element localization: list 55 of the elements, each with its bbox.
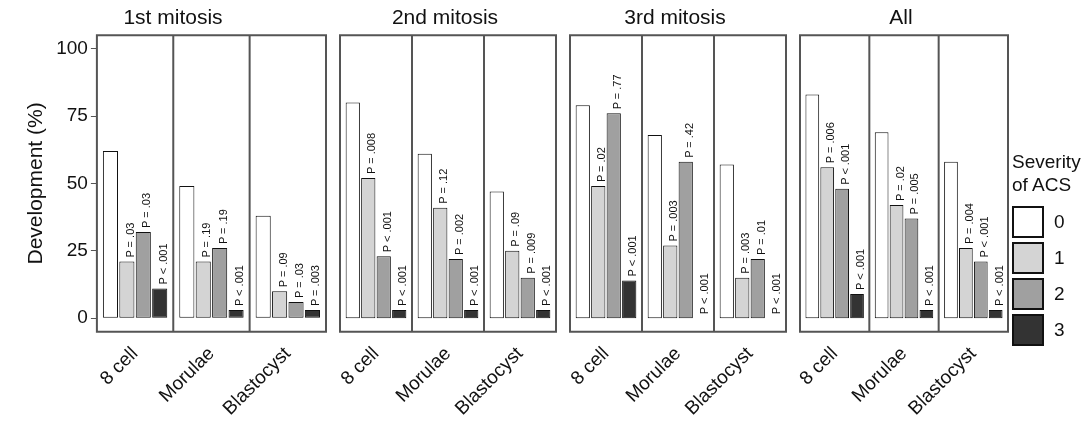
annotation: P < .001 xyxy=(770,273,783,315)
annotation: P < .001 xyxy=(540,265,553,307)
annotation: P = .003 xyxy=(667,200,680,242)
annotation: P = .003 xyxy=(739,232,752,274)
annotation: P = .03 xyxy=(123,222,136,258)
x-tick-label: 8 cell xyxy=(794,342,842,389)
annotation: P < .001 xyxy=(233,265,246,307)
annotation: P = .01 xyxy=(754,219,767,255)
y-tick-label: 75 xyxy=(66,104,88,126)
annotation: P = .002 xyxy=(452,213,465,255)
text: 0 xyxy=(1054,211,1065,233)
legend-label: 3 xyxy=(1054,319,1065,341)
chart-title: 1st mitosis xyxy=(123,5,223,29)
x-tick-label: 8 cell xyxy=(95,342,142,389)
annotation: P < .001 xyxy=(698,273,711,315)
annotation: P = .42 xyxy=(682,122,695,158)
annotation: P < .001 xyxy=(992,265,1005,307)
y-tick-label: 50 xyxy=(66,171,88,193)
annotation: P < .001 xyxy=(156,243,169,285)
y-tick-label: 0 xyxy=(77,306,88,328)
annotation: P = .09 xyxy=(276,252,289,288)
chart-title: 2nd mitosis xyxy=(391,5,499,29)
y-tick-label: 25 xyxy=(66,239,88,261)
annotation: P = .19 xyxy=(216,209,229,245)
annotation: P = .19 xyxy=(200,222,213,258)
annotation: P < .001 xyxy=(839,143,852,185)
annotation: P < .001 xyxy=(626,235,639,277)
chart-title: 3rd mitosis xyxy=(624,5,726,29)
legend-label: 2 xyxy=(1054,283,1065,305)
annotation: P = .12 xyxy=(437,168,450,204)
annotation: P < .001 xyxy=(396,265,409,307)
y-tick-label: 100 xyxy=(56,36,88,58)
annotation: P < .001 xyxy=(923,265,936,307)
legend-label: 1 xyxy=(1054,247,1065,269)
annotation: P = .03 xyxy=(140,192,153,228)
legend-title: Severity of ACS xyxy=(1012,150,1082,196)
annotation: P = .004 xyxy=(962,203,975,245)
x-tick-label: 8 cell xyxy=(566,342,613,389)
x-tick-label: 8 cell xyxy=(336,342,383,389)
y-axis-title: Development (%) xyxy=(23,102,47,265)
annotation: P = .02 xyxy=(893,166,906,201)
annotation: P < .001 xyxy=(854,248,867,290)
annotation: P = .03 xyxy=(293,263,306,299)
annotation: P = .09 xyxy=(509,211,522,247)
annotation: P = .009 xyxy=(524,232,537,274)
annotation: P < .001 xyxy=(468,265,481,307)
annotation: P = .77 xyxy=(610,74,623,110)
annotation: P = .003 xyxy=(309,265,322,307)
annotation: P = .02 xyxy=(595,147,608,183)
annotation: P = .005 xyxy=(908,173,921,215)
annotation: P < .001 xyxy=(977,216,990,258)
annotation: P < .001 xyxy=(380,211,393,253)
annotation: P = .008 xyxy=(365,132,378,175)
annotation: P = .006 xyxy=(824,122,837,164)
chart-title: All xyxy=(889,5,913,29)
